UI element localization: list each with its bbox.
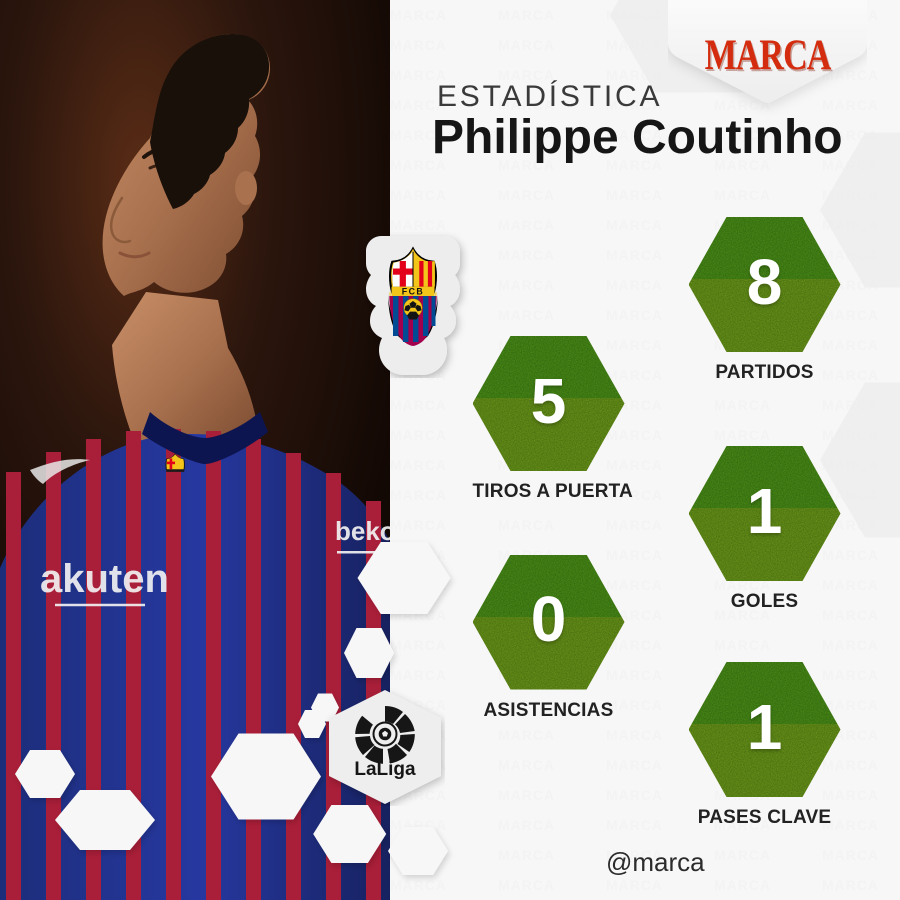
svg-text:LaLiga: LaLiga	[354, 759, 416, 780]
svg-text:FCB: FCB	[402, 286, 425, 296]
